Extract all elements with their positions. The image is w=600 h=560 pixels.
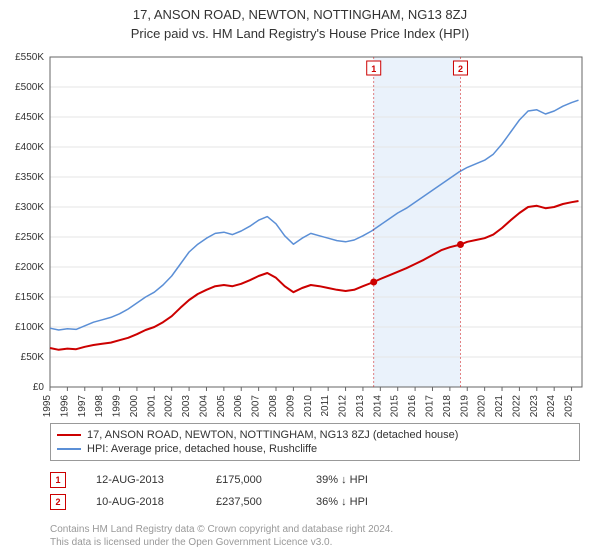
footer-line-2: This data is licensed under the Open Gov…: [50, 536, 580, 549]
chart-subtitle: Price paid vs. HM Land Registry's House …: [10, 26, 590, 41]
sale-delta-1: 39% ↓ HPI: [316, 474, 368, 486]
sale-marker-2: 2: [50, 494, 66, 510]
svg-text:2000: 2000: [129, 395, 140, 417]
svg-text:2012: 2012: [338, 395, 349, 417]
svg-text:£200K: £200K: [15, 262, 44, 273]
legend: 17, ANSON ROAD, NEWTON, NOTTINGHAM, NG13…: [50, 423, 580, 461]
svg-text:£300K: £300K: [15, 202, 44, 213]
svg-text:£550K: £550K: [15, 52, 44, 63]
footer-line-1: Contains HM Land Registry data © Crown c…: [50, 523, 580, 536]
svg-text:2017: 2017: [424, 395, 435, 417]
svg-text:2001: 2001: [146, 395, 157, 417]
svg-text:£0: £0: [33, 382, 45, 393]
sale-row-1: 1 12-AUG-2013 £175,000 39% ↓ HPI: [50, 469, 580, 491]
svg-text:1996: 1996: [59, 395, 70, 417]
svg-text:2024: 2024: [546, 395, 557, 417]
chart-svg: £0 £50K £100K £150K £200K £250K £300K £350K £400…: [0, 49, 600, 417]
svg-text:2016: 2016: [407, 395, 418, 417]
svg-text:2007: 2007: [251, 395, 262, 417]
svg-text:2021: 2021: [494, 395, 505, 417]
svg-text:2005: 2005: [216, 395, 227, 417]
sale-row-2: 2 10-AUG-2018 £237,500 36% ↓ HPI: [50, 491, 580, 513]
svg-text:2020: 2020: [477, 395, 488, 417]
svg-text:1995: 1995: [42, 395, 53, 417]
legend-label-property: 17, ANSON ROAD, NEWTON, NOTTINGHAM, NG13…: [87, 429, 458, 441]
svg-text:2003: 2003: [181, 395, 192, 417]
sale-date-1: 12-AUG-2013: [96, 474, 186, 486]
svg-text:£350K: £350K: [15, 172, 44, 183]
svg-text:2025: 2025: [564, 395, 575, 417]
sales-table: 1 12-AUG-2013 £175,000 39% ↓ HPI 2 10-AU…: [50, 469, 580, 513]
price-chart: £0 £50K £100K £150K £200K £250K £300K £350K £400…: [0, 49, 600, 417]
attribution-footer: Contains HM Land Registry data © Crown c…: [50, 523, 580, 549]
sale-marker-1: 1: [50, 472, 66, 488]
svg-text:2022: 2022: [511, 395, 522, 417]
svg-text:£450K: £450K: [15, 112, 44, 123]
legend-row-hpi: HPI: Average price, detached house, Rush…: [57, 442, 573, 456]
svg-text:2004: 2004: [198, 395, 209, 417]
svg-text:1997: 1997: [77, 395, 88, 417]
chart-header: 17, ANSON ROAD, NEWTON, NOTTINGHAM, NG13…: [0, 0, 600, 49]
sale-price-1: £175,000: [216, 474, 286, 486]
sale-date-2: 10-AUG-2018: [96, 496, 186, 508]
svg-text:2019: 2019: [459, 395, 470, 417]
legend-row-property: 17, ANSON ROAD, NEWTON, NOTTINGHAM, NG13…: [57, 428, 573, 442]
legend-swatch-property: [57, 434, 81, 436]
svg-text:£50K: £50K: [21, 352, 45, 363]
svg-text:2015: 2015: [390, 395, 401, 417]
svg-text:2018: 2018: [442, 395, 453, 417]
svg-text:1998: 1998: [94, 395, 105, 417]
svg-text:2006: 2006: [233, 395, 244, 417]
svg-text:2011: 2011: [320, 395, 331, 417]
svg-text:2: 2: [458, 64, 463, 74]
svg-text:2013: 2013: [355, 395, 366, 417]
svg-text:2014: 2014: [372, 395, 383, 417]
svg-text:2010: 2010: [303, 395, 314, 417]
svg-text:£500K: £500K: [15, 82, 44, 93]
svg-text:2008: 2008: [268, 395, 279, 417]
sale-price-2: £237,500: [216, 496, 286, 508]
legend-label-hpi: HPI: Average price, detached house, Rush…: [87, 443, 317, 455]
sale-delta-2: 36% ↓ HPI: [316, 496, 368, 508]
svg-text:2023: 2023: [529, 395, 540, 417]
chart-title: 17, ANSON ROAD, NEWTON, NOTTINGHAM, NG13…: [10, 6, 590, 24]
svg-text:£150K: £150K: [15, 292, 44, 303]
svg-text:1: 1: [371, 64, 376, 74]
svg-text:£100K: £100K: [15, 322, 44, 333]
legend-swatch-hpi: [57, 448, 81, 450]
svg-text:£250K: £250K: [15, 232, 44, 243]
svg-text:£400K: £400K: [15, 142, 44, 153]
svg-text:2002: 2002: [164, 395, 175, 417]
svg-text:2009: 2009: [285, 395, 296, 417]
svg-text:1999: 1999: [112, 395, 123, 417]
